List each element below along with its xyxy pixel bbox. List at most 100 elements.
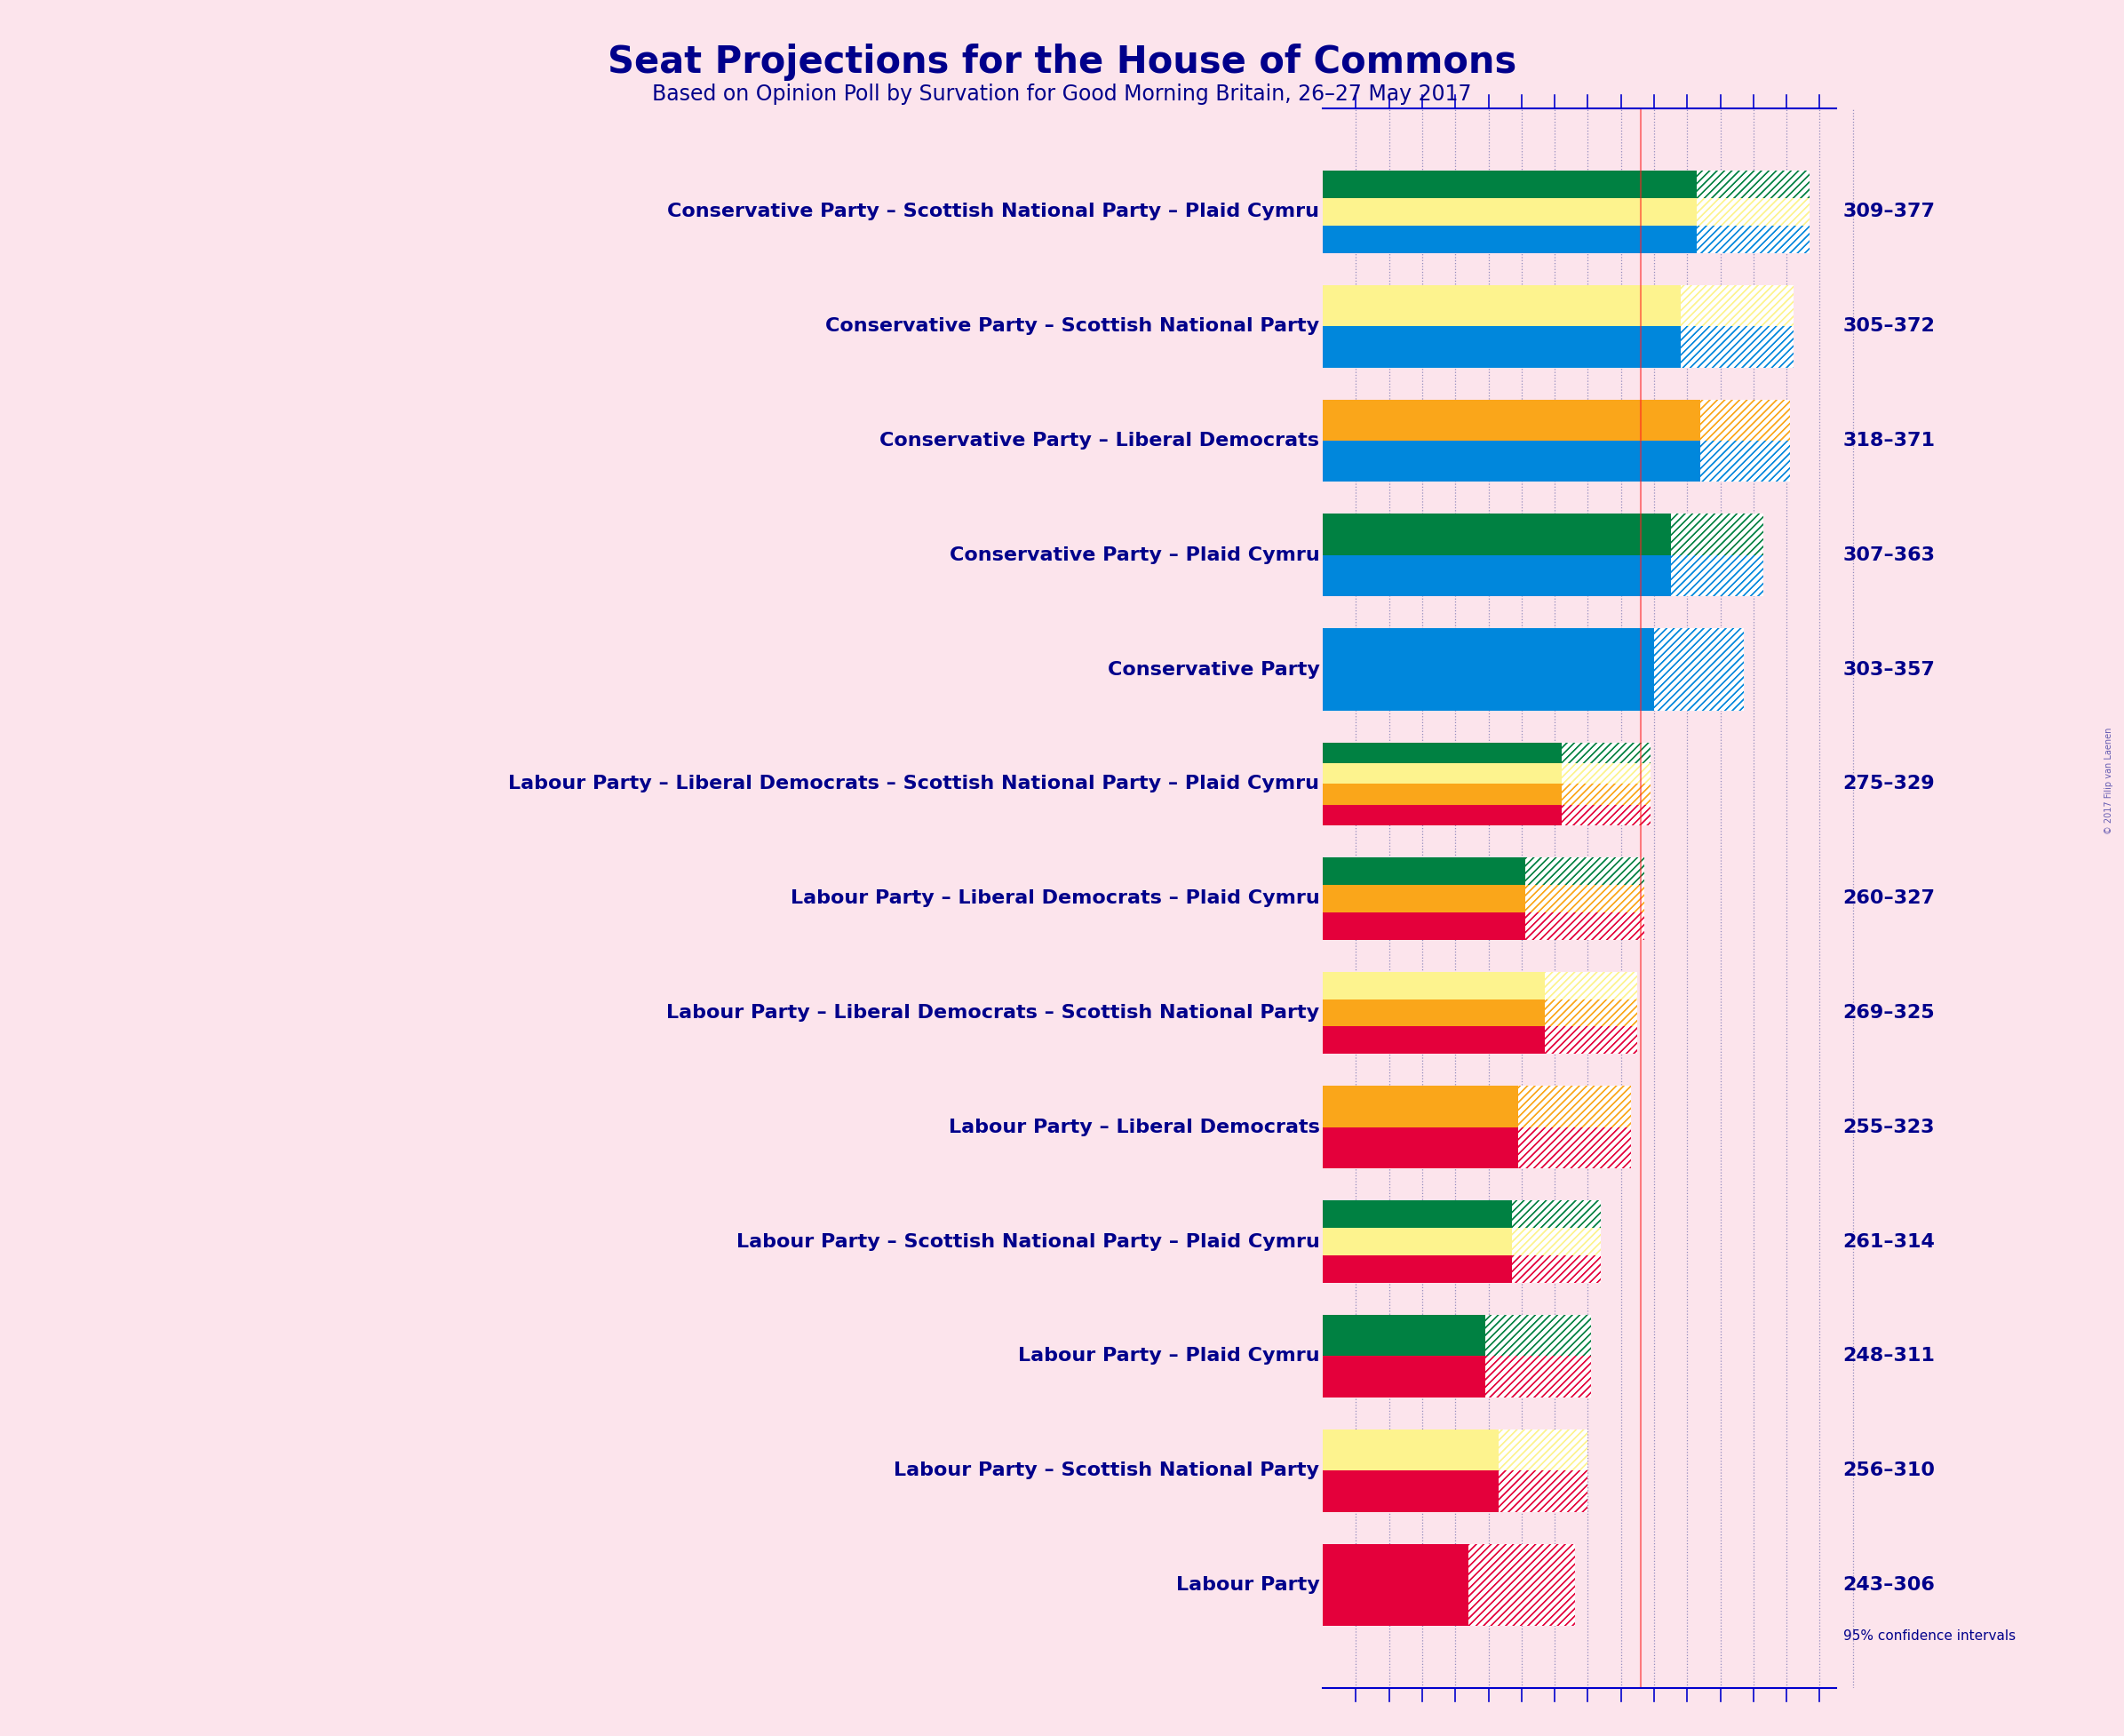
Text: Labour Party – Scottish National Party – Plaid Cymru: Labour Party – Scottish National Party –… xyxy=(737,1233,1319,1250)
Bar xyxy=(1323,1470,1497,1512)
Bar xyxy=(1323,885,1525,911)
Bar xyxy=(1525,858,1644,885)
Bar xyxy=(1544,1026,1638,1054)
Bar xyxy=(1323,1087,1519,1127)
Bar xyxy=(1525,911,1644,939)
Bar xyxy=(1323,1087,1631,1168)
Bar xyxy=(1561,743,1650,764)
Text: 260–327: 260–327 xyxy=(1844,889,1935,908)
Text: Conservative Party – Plaid Cymru: Conservative Party – Plaid Cymru xyxy=(949,547,1319,564)
Bar xyxy=(1323,911,1525,939)
Bar xyxy=(1323,226,1697,253)
Bar xyxy=(1561,743,1650,764)
Bar xyxy=(1323,785,1561,804)
Bar xyxy=(1512,1227,1601,1255)
Text: Conservative Party – Scottish National Party: Conservative Party – Scottish National P… xyxy=(826,318,1319,335)
Bar xyxy=(1323,1543,1468,1627)
Bar xyxy=(1323,198,1697,226)
Bar xyxy=(1323,1026,1544,1054)
Bar xyxy=(1323,858,1644,939)
Bar xyxy=(1323,226,1697,253)
Bar xyxy=(1323,1356,1485,1397)
Bar xyxy=(1323,1470,1497,1512)
Text: Labour Party – Liberal Democrats: Labour Party – Liberal Democrats xyxy=(947,1118,1319,1135)
Bar xyxy=(1323,1087,1519,1168)
Bar xyxy=(1323,1227,1512,1255)
Bar xyxy=(1561,804,1650,825)
Bar xyxy=(1323,170,1697,198)
Bar xyxy=(1512,1227,1601,1255)
Bar xyxy=(1323,1201,1512,1227)
Bar xyxy=(1323,885,1525,911)
Bar xyxy=(1323,1356,1485,1397)
Bar xyxy=(1323,514,1672,556)
Text: 95% confidence intervals: 95% confidence intervals xyxy=(1844,1630,2016,1642)
Bar xyxy=(1680,326,1793,368)
Bar xyxy=(1525,911,1644,939)
Bar xyxy=(1519,1087,1631,1127)
Bar xyxy=(1519,1127,1631,1168)
Bar xyxy=(1544,972,1638,1000)
Bar xyxy=(1323,911,1525,939)
Bar xyxy=(1468,1543,1574,1627)
Bar xyxy=(1561,764,1650,785)
Bar xyxy=(1323,1000,1544,1026)
Bar xyxy=(1323,764,1561,785)
Text: Labour Party – Liberal Democrats – Plaid Cymru: Labour Party – Liberal Democrats – Plaid… xyxy=(790,889,1319,908)
Bar xyxy=(1544,972,1638,1000)
Text: Based on Opinion Poll by Survation for Good Morning Britain, 26–27 May 2017: Based on Opinion Poll by Survation for G… xyxy=(652,83,1472,104)
Bar xyxy=(1561,743,1650,764)
Bar xyxy=(1701,399,1791,441)
Bar xyxy=(1544,1026,1638,1054)
Bar xyxy=(1701,441,1791,483)
Bar xyxy=(1468,1543,1574,1627)
Bar xyxy=(1561,785,1650,804)
Bar xyxy=(1561,764,1650,785)
Bar xyxy=(1697,170,1810,198)
Bar xyxy=(1485,1356,1591,1397)
Bar xyxy=(1672,514,1763,556)
Bar xyxy=(1323,326,1680,368)
Bar xyxy=(1672,556,1763,595)
Text: 309–377: 309–377 xyxy=(1844,203,1935,220)
Bar xyxy=(1323,858,1525,939)
Bar xyxy=(1544,1000,1638,1026)
Bar xyxy=(1468,1543,1574,1627)
Bar xyxy=(1323,399,1701,441)
Bar xyxy=(1697,170,1810,198)
Bar xyxy=(1323,785,1561,804)
Bar xyxy=(1323,1314,1485,1356)
Bar xyxy=(1323,743,1561,764)
Bar xyxy=(1544,1000,1638,1026)
Text: 256–310: 256–310 xyxy=(1844,1462,1935,1479)
Bar xyxy=(1525,911,1644,939)
Bar xyxy=(1512,1227,1601,1255)
Text: Seat Projections for the House of Commons: Seat Projections for the House of Common… xyxy=(607,43,1517,80)
Bar xyxy=(1497,1470,1589,1512)
Bar xyxy=(1519,1127,1631,1168)
Bar xyxy=(1485,1314,1591,1356)
Bar xyxy=(1697,226,1810,253)
Bar xyxy=(1323,441,1701,483)
Bar xyxy=(1561,804,1650,825)
Bar xyxy=(1323,170,1810,253)
Bar xyxy=(1323,804,1561,825)
Bar xyxy=(1323,170,1697,253)
Text: Labour Party – Scottish National Party: Labour Party – Scottish National Party xyxy=(894,1462,1319,1479)
Bar xyxy=(1561,785,1650,804)
Bar xyxy=(1485,1356,1591,1397)
Bar xyxy=(1323,1314,1485,1356)
Bar xyxy=(1323,1201,1512,1283)
Bar xyxy=(1323,326,1680,368)
Bar xyxy=(1697,226,1810,253)
Bar xyxy=(1680,326,1793,368)
Bar xyxy=(1497,1470,1589,1512)
Bar xyxy=(1680,285,1793,326)
Bar xyxy=(1701,441,1791,483)
Bar xyxy=(1323,1314,1591,1397)
Bar xyxy=(1525,858,1644,885)
Bar xyxy=(1323,1429,1589,1512)
Bar xyxy=(1672,556,1763,595)
Bar xyxy=(1512,1255,1601,1283)
Text: 307–363: 307–363 xyxy=(1844,547,1935,564)
